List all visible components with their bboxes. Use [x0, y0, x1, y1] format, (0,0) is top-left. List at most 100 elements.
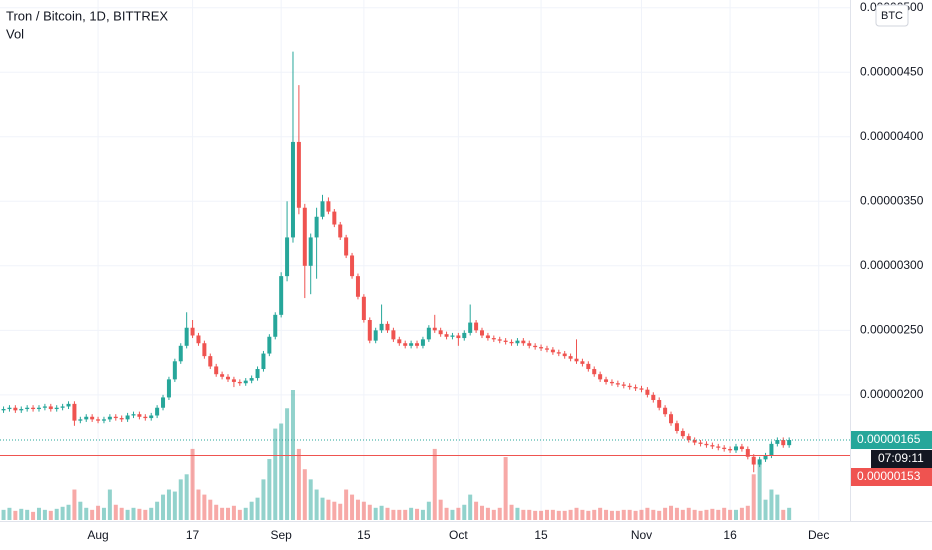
- volume-bar: [373, 507, 378, 520]
- candle-body: [320, 201, 325, 217]
- grid: [0, 0, 850, 520]
- volume-bar: [580, 509, 585, 520]
- volume-bar: [78, 501, 83, 520]
- volume-bar: [527, 509, 532, 520]
- candle-body: [36, 407, 41, 410]
- candle-body: [48, 406, 53, 410]
- candle-body: [527, 343, 532, 346]
- candle-body: [639, 388, 644, 390]
- volume-bar: [757, 464, 762, 520]
- candle-body: [787, 440, 792, 446]
- currency-button[interactable]: [875, 4, 909, 27]
- volume-bar: [113, 504, 118, 520]
- candle-body: [497, 339, 502, 341]
- volume-bar: [190, 448, 195, 520]
- volume-bar: [196, 489, 201, 520]
- candle-body: [609, 381, 614, 384]
- volume-bar: [7, 507, 12, 520]
- candle-body: [403, 343, 408, 346]
- volume-bar: [539, 510, 544, 520]
- volume-bar: [775, 494, 780, 520]
- volume-bar: [415, 508, 420, 520]
- volume-bar: [633, 510, 638, 520]
- volume-bar: [432, 448, 437, 520]
- candle-body: [261, 353, 266, 370]
- candle-body: [166, 379, 171, 398]
- volume-bar: [722, 507, 727, 520]
- volume-bar: [710, 508, 715, 520]
- volume-bar: [226, 507, 231, 520]
- candle-body: [763, 455, 768, 460]
- countdown-badge: [871, 450, 932, 468]
- candle-pane: [1, 51, 792, 473]
- volume-bar: [450, 509, 455, 520]
- candle-body: [220, 374, 225, 377]
- candle-body: [462, 332, 467, 339]
- volume-bar: [54, 508, 59, 520]
- candle-body: [101, 419, 106, 421]
- candle-body: [226, 376, 231, 380]
- candle-body: [633, 387, 638, 389]
- volume-bar: [90, 509, 95, 520]
- candle-body: [119, 418, 124, 420]
- x-tick-label: Sep: [270, 528, 292, 542]
- candle-body: [692, 440, 697, 443]
- candle-body: [598, 374, 603, 380]
- volume-bar: [639, 509, 644, 520]
- volume-bar: [751, 474, 756, 520]
- candle-body: [237, 381, 242, 384]
- candle-body: [468, 322, 473, 333]
- candle-body: [361, 296, 366, 320]
- candle-body: [420, 339, 425, 346]
- candle-body: [586, 363, 591, 370]
- volume-bar: [42, 509, 47, 520]
- volume-bar: [739, 507, 744, 520]
- volume-bar: [302, 469, 307, 520]
- volume-bar: [574, 507, 579, 520]
- candle-body: [621, 384, 626, 386]
- candle-body: [663, 407, 668, 415]
- candle-body: [90, 416, 95, 420]
- volume-bar: [208, 499, 213, 520]
- candle-body: [243, 380, 248, 384]
- candle-body: [113, 416, 118, 419]
- candle-body: [444, 334, 449, 337]
- y-tick-label: 0.00000200: [860, 387, 924, 401]
- volume-bar: [379, 505, 384, 520]
- volume-bar: [25, 509, 30, 520]
- volume-bar: [60, 506, 65, 520]
- candle-body: [149, 415, 154, 419]
- volume-bar: [350, 494, 355, 520]
- candle-body: [781, 440, 786, 446]
- volume-bar: [485, 507, 490, 520]
- countdown-label: 07:09:11: [878, 451, 924, 465]
- candle-body: [60, 406, 65, 408]
- volume-bar: [296, 448, 301, 520]
- overlay: 0.00000165 07:09:11 0.00000153: [0, 431, 932, 486]
- last-price-badge: [851, 431, 932, 449]
- currency-label[interactable]: BTC: [881, 10, 903, 22]
- candle-body: [255, 369, 260, 379]
- volume-bar: [101, 507, 106, 520]
- volume-bar: [716, 509, 721, 520]
- x-tick-label: 17: [186, 528, 200, 542]
- volume-bar: [686, 507, 691, 520]
- candle-body: [438, 330, 443, 335]
- volume-bar: [31, 511, 36, 520]
- candle-body: [592, 369, 597, 375]
- volume-bar: [344, 489, 349, 520]
- volume-bar: [521, 509, 526, 520]
- volume-bar: [604, 509, 609, 520]
- candle-body: [84, 416, 89, 420]
- volume-bar: [255, 497, 260, 520]
- volume-bar: [674, 507, 679, 520]
- volume-bar: [509, 504, 514, 520]
- volume-bar: [698, 510, 703, 520]
- volume-bar: [220, 507, 225, 520]
- candle-body: [42, 406, 47, 408]
- y-tick-label: 0.00000350: [860, 193, 924, 207]
- candle-body: [125, 415, 130, 420]
- candle-body: [710, 445, 715, 447]
- candle-body: [739, 446, 744, 450]
